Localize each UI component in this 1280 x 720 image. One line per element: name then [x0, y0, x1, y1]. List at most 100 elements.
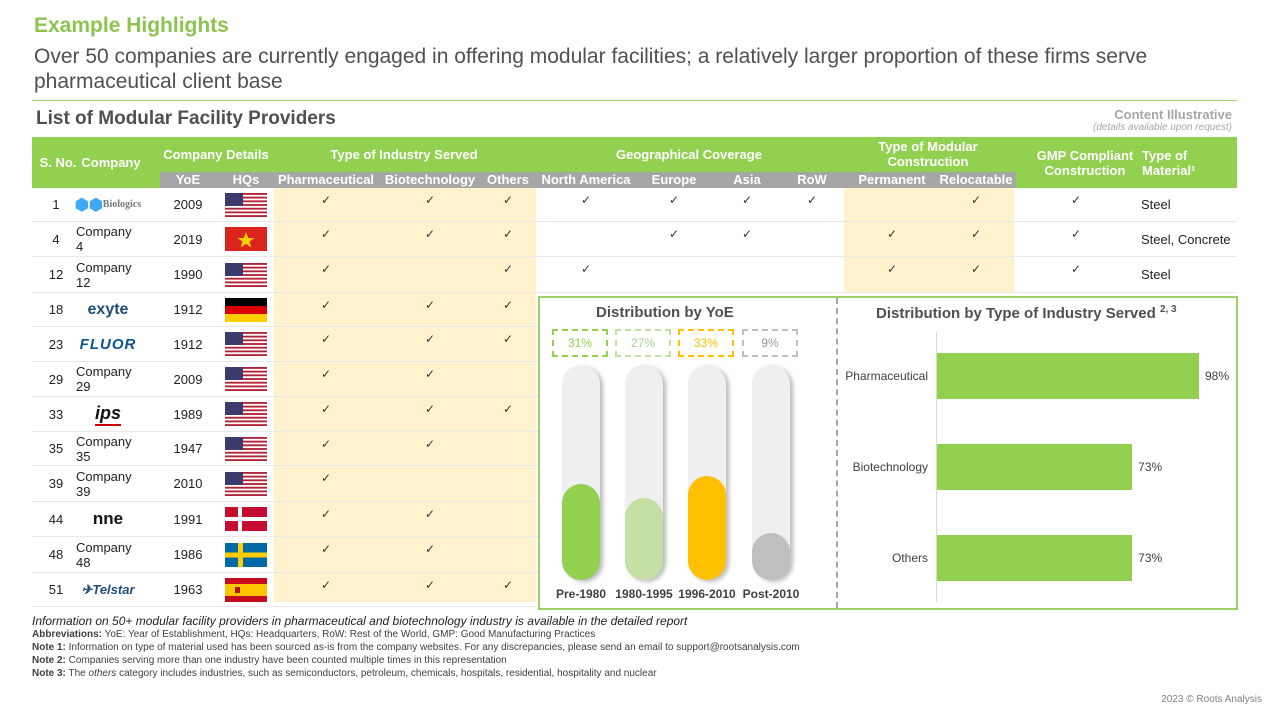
check-icon: ✓: [536, 257, 636, 282]
section-title: List of Modular Facility Providers: [36, 108, 336, 130]
check-icon: ✓: [536, 188, 636, 211]
row-sno: 12: [36, 257, 76, 292]
industry-category-label: Biotechnology: [838, 460, 928, 474]
hq-flag-spain: [218, 573, 274, 606]
header-gmp: GMP Compliant Construction: [1022, 148, 1148, 178]
check-icon: ✓: [274, 573, 378, 596]
subheader-relocatable: Relocatable: [936, 172, 1016, 188]
check-icon: ✓: [936, 188, 1016, 211]
table-row: 1⬢⬢Biologics2009✓✓✓✓✓✓✓✓✓Steel: [32, 188, 1237, 222]
row-yoe: 1986: [160, 537, 216, 572]
hq-flag-denmark: [218, 502, 274, 536]
yoe-tube: [688, 365, 726, 580]
company-logo: nne: [76, 502, 140, 536]
check-icon: ✓: [378, 432, 482, 455]
industry-bar: [937, 444, 1132, 490]
check-icon: ✓: [274, 537, 378, 562]
check-icon: ✓: [1022, 188, 1130, 211]
hq-flag-sweden: [218, 537, 274, 572]
check-icon: ✓: [378, 502, 482, 526]
row-yoe: 1991: [160, 502, 216, 536]
row-company: Company 4: [76, 222, 140, 256]
check-icon: ✓: [844, 222, 940, 246]
subheader-europe: Europe: [636, 172, 712, 188]
row-company: Company 48: [76, 537, 140, 572]
note3-post: category includes industries, such as se…: [116, 668, 656, 679]
note3-label: Note 3:: [32, 668, 66, 679]
check-icon: ✓: [482, 397, 534, 421]
table-header: S. No. Company Company Details Type of I…: [32, 137, 1237, 188]
row-sno: 18: [36, 293, 76, 326]
hq-flag-usa: [218, 257, 274, 292]
header-material: Type of Material¹: [1142, 148, 1212, 178]
highlights-title: Example Highlights: [34, 14, 229, 38]
industry-category-label: Others: [838, 551, 928, 565]
check-icon: ✓: [482, 293, 534, 316]
company-logo: ips: [76, 397, 140, 431]
check-icon: ✓: [274, 257, 378, 282]
note2-label: Note 2:: [32, 655, 66, 666]
check-icon: ✓: [482, 327, 534, 351]
check-icon: ✓: [782, 188, 842, 211]
hq-flag-usa: [218, 327, 274, 361]
note3-em: others: [89, 668, 117, 679]
check-icon: ✓: [482, 573, 534, 596]
note1-label: Note 1:: [32, 642, 66, 653]
row-sno: 35: [36, 432, 76, 465]
check-icon: ✓: [482, 257, 534, 282]
row-company: Company 29: [76, 362, 140, 396]
row-material: Steel: [1141, 257, 1171, 292]
footer-note2: Note 2: Companies serving more than one …: [32, 655, 507, 666]
check-icon: ✓: [482, 222, 534, 246]
check-icon: ✓: [712, 188, 782, 211]
check-icon: ✓: [1022, 257, 1130, 282]
industry-category-label: Pharmaceutical: [838, 369, 928, 383]
check-icon: ✓: [936, 222, 1016, 246]
row-sno: 33: [36, 397, 76, 431]
check-icon: ✓: [274, 293, 378, 316]
yoe-bar: [625, 498, 663, 580]
title-divider: [32, 100, 1237, 101]
industry-value-label: 73%: [1138, 551, 1162, 565]
header-geo: Geographical Coverage: [536, 147, 842, 162]
row-yoe: 1912: [160, 293, 216, 326]
row-yoe: 1989: [160, 397, 216, 431]
hq-flag-usa: [218, 397, 274, 431]
yoe-tube: [562, 365, 600, 580]
row-yoe: 1912: [160, 327, 216, 361]
header-sno: S. No.: [36, 155, 80, 170]
header-company: Company: [80, 155, 142, 170]
check-icon: ✓: [482, 188, 534, 211]
check-icon: ✓: [636, 222, 712, 246]
industry-chart-title-text: Distribution by Type of Industry Served: [876, 305, 1156, 322]
row-sno: 1: [36, 188, 76, 221]
row-yoe: 1990: [160, 257, 216, 292]
distribution-panel: Distribution by YoE 31%Pre-198027%1980-1…: [538, 296, 1238, 610]
row-company: Company 35: [76, 432, 140, 465]
check-icon: ✓: [378, 573, 482, 596]
check-icon: ✓: [712, 222, 782, 246]
yoe-tube: [625, 365, 663, 580]
subheader-north-america: North America: [536, 172, 636, 188]
subheader-row: RoW: [782, 172, 842, 188]
check-icon: ✓: [378, 537, 482, 562]
content-illustrative-note: Content Illustrative (details available …: [1093, 107, 1232, 133]
subheader-asia: Asia: [712, 172, 782, 188]
check-icon: ✓: [378, 222, 482, 246]
industry-chart-title: Distribution by Type of Industry Served …: [876, 304, 1177, 322]
copyright: 2023 © Roots Analysis: [1161, 694, 1262, 705]
yoe-bar: [752, 533, 790, 580]
table-row: 4Company 42019✓✓✓✓✓✓✓✓Steel, Concrete: [32, 222, 1237, 257]
check-icon: ✓: [274, 222, 378, 246]
abbr-text: YoE: Year of Establishment, HQs: Headqua…: [102, 629, 595, 640]
check-icon: ✓: [378, 188, 482, 211]
subheader-pharmaceutical: Pharmaceutical: [274, 172, 378, 188]
header-construction: Type of Modular Construction: [848, 139, 1008, 169]
subheader-yoe: YoE: [160, 172, 216, 188]
check-icon: ✓: [844, 257, 940, 282]
company-logo: exyte: [76, 293, 140, 326]
company-logo: FLUOR: [76, 327, 140, 361]
industry-chart-title-sup: 2, 3: [1160, 304, 1177, 315]
yoe-bar: [562, 484, 600, 580]
check-icon: ✓: [1022, 222, 1130, 246]
